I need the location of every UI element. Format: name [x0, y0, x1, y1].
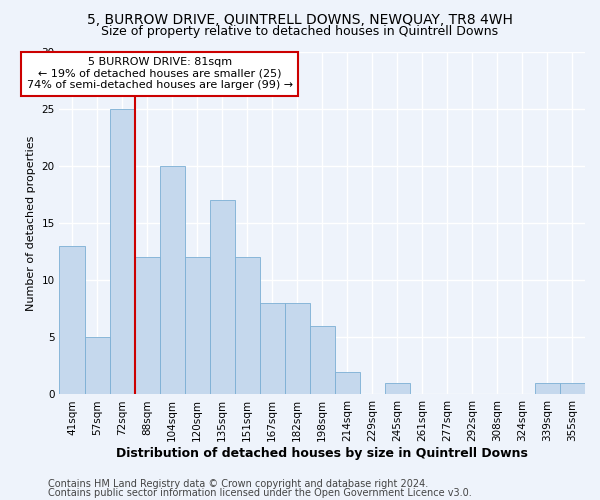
Bar: [59, 246, 85, 394]
Bar: [110, 108, 134, 395]
X-axis label: Distribution of detached houses by size in Quintrell Downs: Distribution of detached houses by size …: [116, 447, 528, 460]
Bar: [160, 166, 185, 394]
Bar: [385, 383, 410, 394]
Y-axis label: Number of detached properties: Number of detached properties: [26, 136, 36, 310]
Bar: [310, 326, 335, 394]
Bar: [134, 258, 160, 394]
Bar: [260, 303, 285, 394]
Text: 5 BURROW DRIVE: 81sqm
← 19% of detached houses are smaller (25)
74% of semi-deta: 5 BURROW DRIVE: 81sqm ← 19% of detached …: [26, 57, 293, 90]
Bar: [560, 383, 585, 394]
Text: 5, BURROW DRIVE, QUINTRELL DOWNS, NEWQUAY, TR8 4WH: 5, BURROW DRIVE, QUINTRELL DOWNS, NEWQUA…: [87, 12, 513, 26]
Bar: [85, 338, 110, 394]
Text: Contains public sector information licensed under the Open Government Licence v3: Contains public sector information licen…: [48, 488, 472, 498]
Bar: [209, 200, 235, 394]
Bar: [535, 383, 560, 394]
Text: Contains HM Land Registry data © Crown copyright and database right 2024.: Contains HM Land Registry data © Crown c…: [48, 479, 428, 489]
Bar: [335, 372, 360, 394]
Text: Size of property relative to detached houses in Quintrell Downs: Size of property relative to detached ho…: [101, 25, 499, 38]
Bar: [235, 258, 260, 394]
Bar: [185, 258, 209, 394]
Bar: [285, 303, 310, 394]
